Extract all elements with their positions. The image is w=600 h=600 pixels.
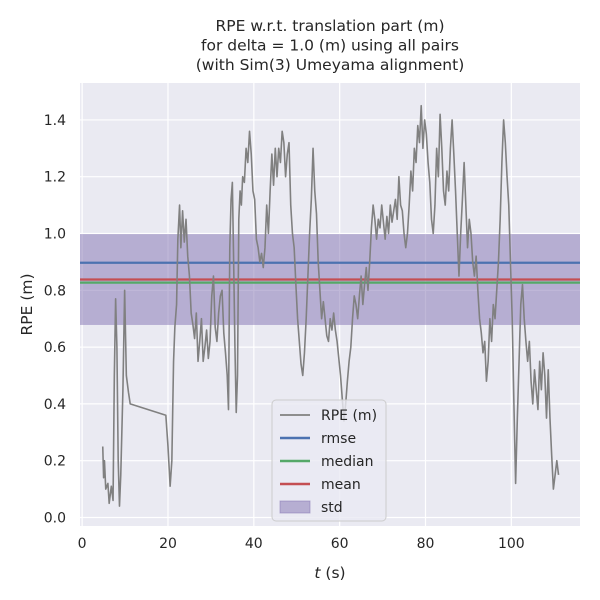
x-tick-label: 0: [78, 536, 87, 552]
legend-label: mean: [321, 477, 361, 493]
chart-title-line-2: for delta = 1.0 (m) using all pairs: [201, 37, 459, 55]
legend-label: std: [321, 500, 343, 516]
legend: RPE (m) rmse median mean std: [271, 399, 387, 522]
x-tick-labels: 0 20 40 60 80 100: [78, 536, 525, 552]
legend-label: RPE (m): [321, 408, 377, 424]
y-tick-label: 1.2: [44, 170, 66, 186]
x-tick-label: 100: [498, 536, 525, 552]
legend-label: median: [321, 454, 373, 470]
x-tick-label: 60: [331, 536, 349, 552]
y-tick-label: 1.0: [44, 227, 66, 243]
x-tick-label: 80: [417, 536, 435, 552]
x-tick-label: 20: [159, 536, 177, 552]
chart-title: RPE w.r.t. translation part (m) for delta…: [196, 17, 465, 74]
y-tick-label: 0.8: [44, 283, 66, 299]
y-tick-label: 1.4: [44, 113, 66, 129]
x-axis-label: t (s): [314, 564, 345, 582]
x-axis-label-unit: (s): [320, 564, 345, 582]
y-tick-label: 0.4: [44, 397, 66, 413]
legend-swatch-std: [279, 500, 311, 514]
legend-label: rmse: [321, 431, 356, 447]
legend-box: [271, 399, 387, 522]
x-axis-label-symbol: t: [314, 564, 321, 582]
chart-title-line-1: RPE w.r.t. translation part (m): [215, 17, 444, 35]
y-tick-labels: 0.0 0.2 0.4 0.6 0.8 1.0 1.2 1.4: [44, 113, 66, 527]
y-tick-label: 0.0: [44, 510, 66, 526]
chart-title-line-3: (with Sim(3) Umeyama alignment): [196, 56, 465, 74]
x-tick-label: 40: [245, 536, 263, 552]
y-axis-label: RPE (m): [18, 273, 36, 335]
y-tick-label: 0.6: [44, 340, 66, 356]
y-tick-label: 0.2: [44, 454, 66, 470]
